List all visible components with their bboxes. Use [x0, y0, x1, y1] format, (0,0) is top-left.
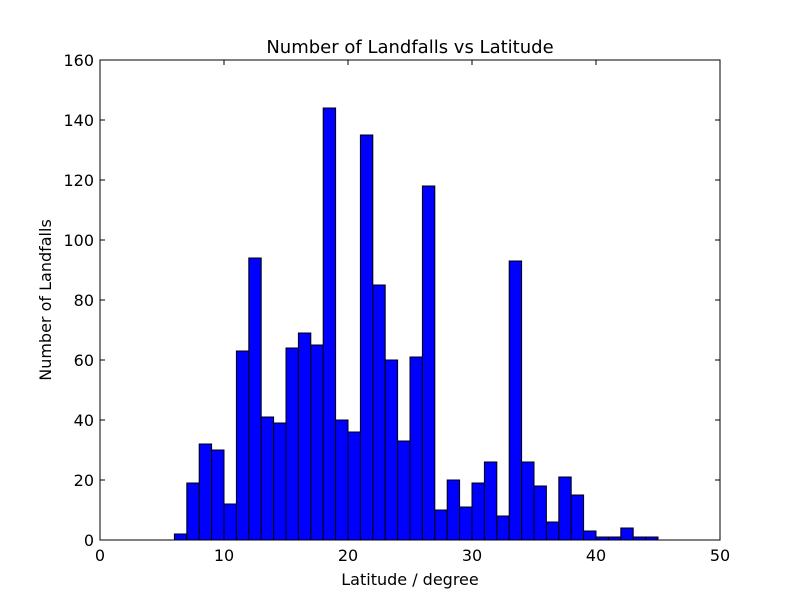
bars-group: [173, 107, 659, 541]
histogram-bar: [297, 332, 312, 541]
histogram-bar: [471, 482, 485, 541]
y-tick-label: 120: [63, 171, 94, 190]
histogram-bar: [521, 461, 535, 541]
histogram-bar: [583, 530, 597, 541]
y-tick-label: 100: [63, 231, 94, 250]
histogram-bar: [446, 479, 461, 541]
histogram-bar: [359, 134, 374, 541]
histogram-bar: [483, 461, 498, 541]
x-tick-label: 20: [338, 546, 358, 565]
histogram-bar: [211, 449, 225, 541]
x-tick-label: 10: [214, 546, 234, 565]
histogram-bar: [508, 260, 523, 541]
x-tick-label: 30: [462, 546, 482, 565]
histogram-bar: [421, 185, 436, 541]
histogram-bar: [496, 515, 510, 541]
histogram-bar: [545, 521, 560, 541]
tick-labels-group: 0 10 20 30 40 50 0 20 40 60 80 100 120 140 160: [63, 51, 730, 565]
histogram-bar: [260, 416, 275, 541]
histogram-bar: [198, 443, 213, 541]
histogram-bar: [570, 494, 585, 541]
chart-title: Number of Landfalls vs Latitude: [266, 37, 553, 58]
histogram-bar: [310, 344, 324, 541]
histogram-bar: [372, 284, 386, 541]
histogram-bar: [173, 533, 188, 541]
histogram-bar: [459, 506, 473, 541]
histogram-bar: [434, 509, 448, 541]
histogram-bar: [335, 419, 349, 541]
x-axis-label: Latitude / degree: [341, 570, 478, 589]
histogram-bar: [223, 503, 237, 541]
ticks-group: [99, 59, 721, 541]
histogram-bar: [322, 107, 337, 541]
y-tick-label: 20: [74, 471, 94, 490]
x-tick-label: 0: [95, 546, 105, 565]
histogram-bar: [248, 257, 262, 541]
y-axis-label: Number of Landfalls: [36, 219, 55, 381]
y-tick-label: 60: [74, 351, 94, 370]
histogram-bar: [533, 485, 547, 541]
y-tick-label: 80: [74, 291, 94, 310]
y-tick-label: 40: [74, 411, 94, 430]
histogram-bar: [347, 431, 361, 541]
histogram-bar: [409, 356, 423, 541]
x-tick-label: 40: [586, 546, 606, 565]
histogram-bar: [273, 422, 287, 541]
y-tick-label: 0: [84, 531, 94, 550]
histogram-bar: [384, 359, 399, 541]
y-tick-label: 160: [63, 51, 94, 70]
histogram-bar: [285, 347, 299, 541]
histogram-bar: [397, 440, 411, 541]
y-tick-label: 140: [63, 111, 94, 130]
histogram-bar: [620, 527, 634, 541]
histogram-bar: [235, 350, 250, 541]
x-tick-label: 50: [710, 546, 730, 565]
histogram-bar: [558, 476, 572, 541]
histogram-bar: [186, 482, 200, 541]
